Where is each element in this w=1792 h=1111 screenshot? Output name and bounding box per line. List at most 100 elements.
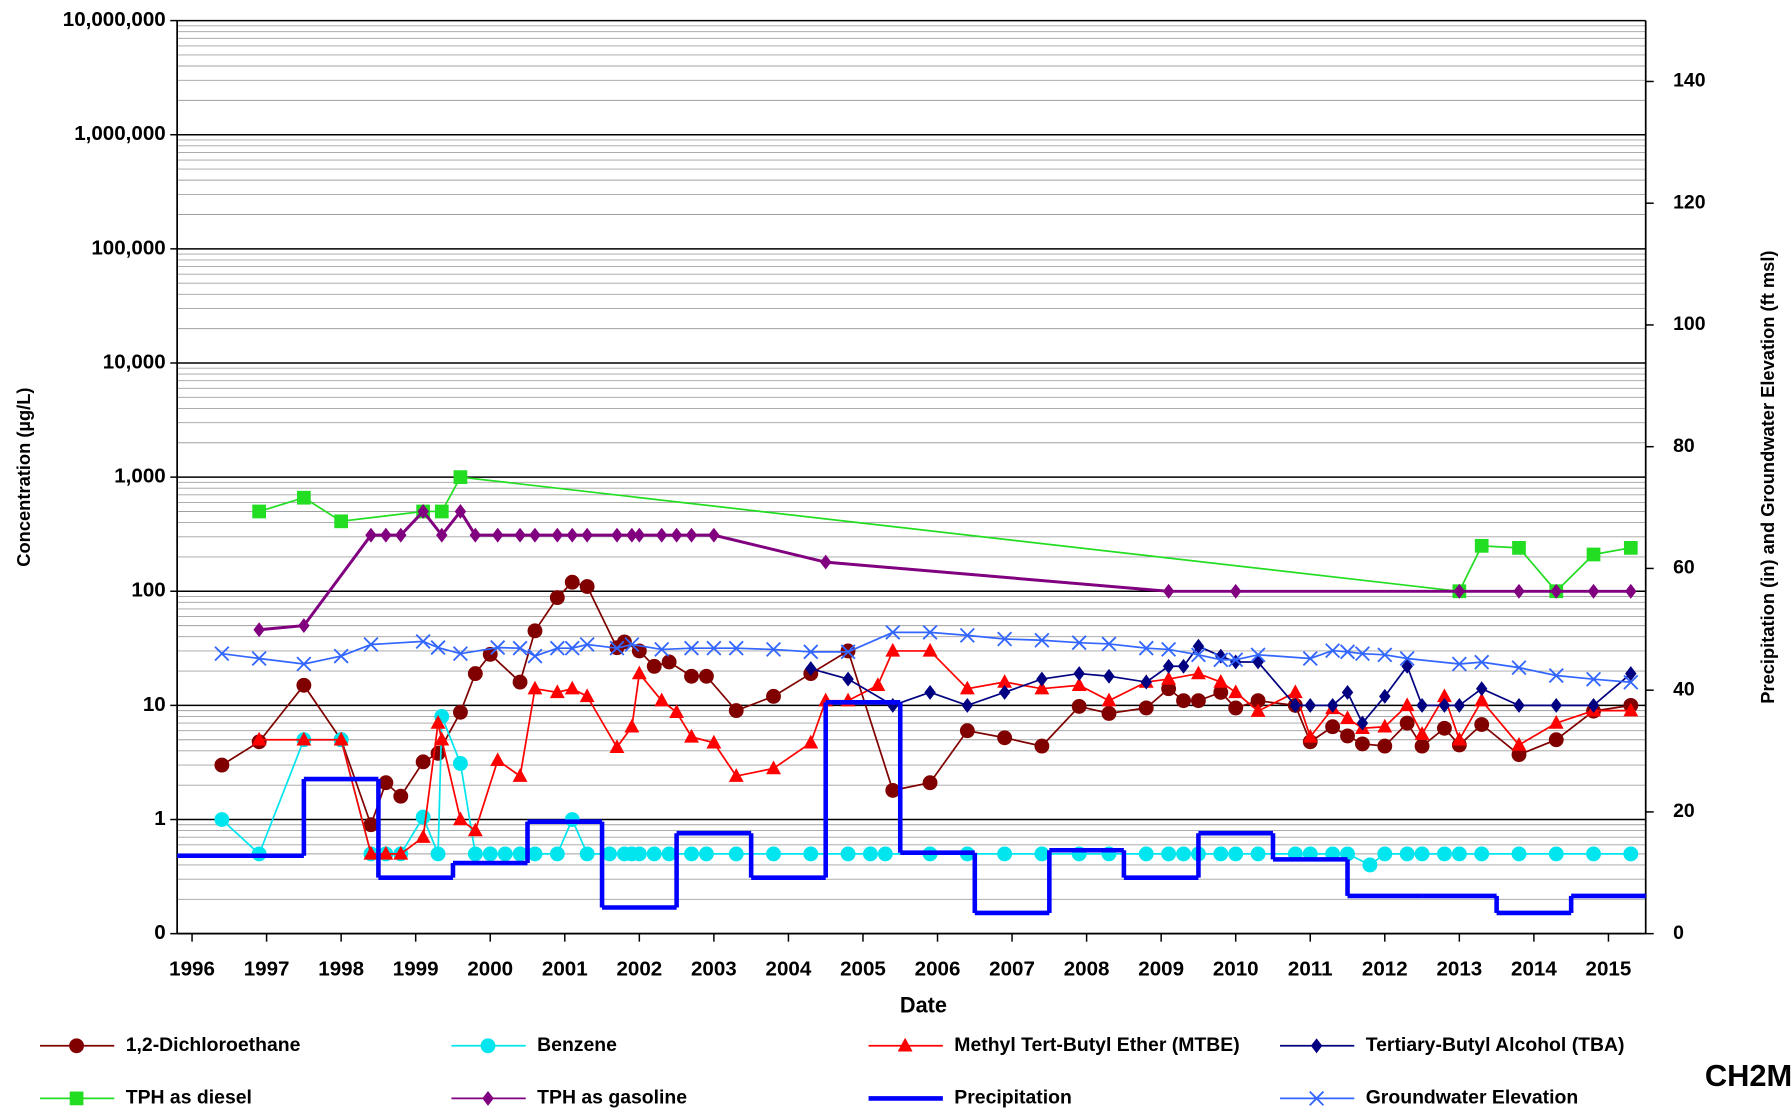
marker <box>1414 846 1430 862</box>
marker <box>1511 736 1527 751</box>
marker <box>298 618 310 634</box>
marker <box>1511 846 1527 862</box>
marker <box>862 846 878 862</box>
marker <box>1071 677 1087 692</box>
y-tick-label: 0 <box>154 921 165 944</box>
marker <box>363 637 379 653</box>
marker <box>922 642 938 657</box>
marker <box>334 514 349 529</box>
marker <box>1399 697 1415 712</box>
legend-label: TPH as diesel <box>126 1087 252 1109</box>
x-tick-label: 2012 <box>1362 958 1408 981</box>
marker <box>434 504 449 519</box>
marker <box>393 788 409 804</box>
marker <box>1512 540 1526 555</box>
y-tick-label: 10 <box>143 693 166 716</box>
marker <box>997 846 1013 862</box>
marker <box>512 846 528 862</box>
marker <box>1399 846 1415 862</box>
marker <box>512 768 528 782</box>
marker <box>684 846 699 862</box>
marker <box>1034 632 1050 648</box>
marker <box>415 754 431 770</box>
marker <box>803 734 819 749</box>
marker <box>363 845 379 860</box>
marker <box>959 680 975 695</box>
y2-tick-label: 40 <box>1673 678 1695 700</box>
marker <box>997 674 1013 688</box>
marker <box>1229 583 1242 599</box>
x-tick-label: 2015 <box>1586 958 1632 981</box>
y2-tick-label: 60 <box>1673 557 1695 579</box>
x-tick-label: 2010 <box>1213 958 1259 981</box>
legend-item: TPH as diesel <box>40 1087 252 1109</box>
marker <box>631 846 647 862</box>
marker <box>214 812 230 827</box>
marker <box>706 640 722 656</box>
y-tick-label: 1 <box>154 807 165 830</box>
series-line <box>259 508 1631 632</box>
marker <box>452 646 468 662</box>
marker <box>961 697 974 713</box>
marker <box>840 846 856 862</box>
marker <box>1416 697 1428 713</box>
marker <box>380 527 392 543</box>
marker <box>1162 583 1175 599</box>
marker <box>1213 674 1229 688</box>
marker <box>378 845 394 860</box>
marker <box>512 640 528 656</box>
marker <box>497 846 513 862</box>
legend-label: 1,2-Dichloroethane <box>126 1034 301 1056</box>
marker <box>527 680 543 695</box>
y-tick-label: 10,000 <box>103 350 166 373</box>
marker <box>1475 681 1488 697</box>
marker <box>1587 583 1600 599</box>
marker <box>551 527 564 543</box>
y-tick-label: 10,000,000 <box>63 8 166 31</box>
marker <box>803 644 819 660</box>
marker <box>661 654 677 670</box>
marker <box>805 661 817 677</box>
marker <box>1399 715 1415 731</box>
legend-label: Precipitation <box>954 1087 1072 1109</box>
marker <box>1356 715 1369 731</box>
marker <box>1140 674 1152 690</box>
marker <box>252 504 267 519</box>
marker <box>467 822 483 837</box>
y-tick-label: 1,000,000 <box>74 122 165 145</box>
marker <box>1191 693 1206 709</box>
x-tick-label: 1998 <box>318 958 364 981</box>
legend-item: TPH as gasoline <box>451 1087 687 1109</box>
x-tick-label: 2002 <box>616 958 662 981</box>
marker <box>922 624 938 640</box>
marker <box>1034 846 1050 862</box>
x-tick-label: 2007 <box>989 958 1035 981</box>
marker <box>1289 697 1302 713</box>
marker <box>1304 697 1316 713</box>
marker <box>482 846 498 862</box>
marker <box>819 554 832 570</box>
marker <box>1161 846 1177 862</box>
marker <box>1101 706 1117 721</box>
x-tick-label: 2008 <box>1064 958 1110 981</box>
marker <box>646 658 662 674</box>
marker <box>728 640 744 656</box>
marker <box>1625 666 1637 682</box>
marker <box>529 527 541 543</box>
marker <box>1513 583 1525 599</box>
marker <box>684 728 699 743</box>
marker <box>1177 658 1190 674</box>
y-tick-label: 1,000 <box>114 465 165 488</box>
marker <box>998 684 1011 700</box>
marker <box>1161 671 1177 685</box>
marker <box>1548 846 1564 862</box>
legend-label: Groundwater Elevation <box>1366 1087 1578 1109</box>
marker <box>363 817 379 833</box>
marker <box>766 688 781 704</box>
marker <box>1474 692 1490 707</box>
marker <box>1071 698 1087 714</box>
marker <box>959 627 975 643</box>
marker <box>1362 857 1378 873</box>
x-tick-label: 1996 <box>169 958 215 981</box>
marker <box>1623 846 1639 862</box>
